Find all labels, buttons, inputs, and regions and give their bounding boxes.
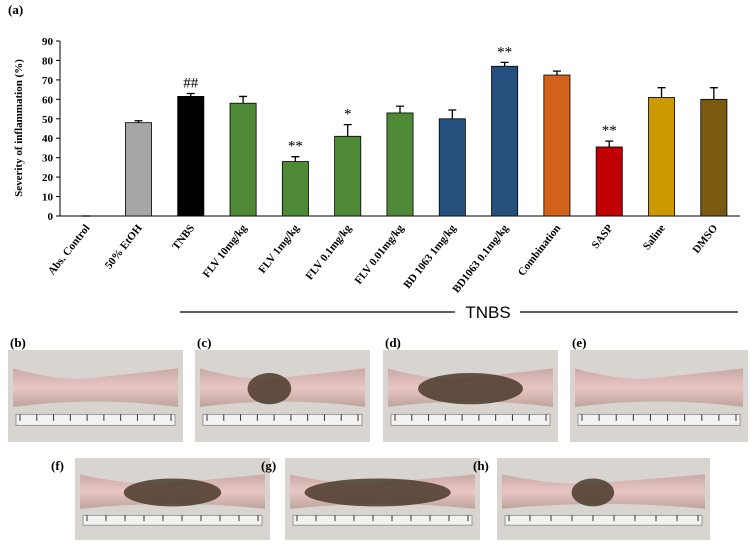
error-bar bbox=[605, 140, 614, 147]
y-axis-label: Severity of inflammation (%) bbox=[13, 59, 25, 197]
ruler bbox=[292, 514, 473, 526]
x-tick-label: TNBS bbox=[170, 222, 197, 252]
y-tick-label: 90 bbox=[42, 36, 54, 48]
error-bar bbox=[239, 95, 248, 104]
bar bbox=[595, 146, 623, 217]
lesion bbox=[571, 478, 615, 507]
panel-label: (h) bbox=[473, 458, 489, 473]
bar bbox=[386, 112, 414, 217]
lesion bbox=[418, 373, 523, 405]
significance-label: ** bbox=[288, 139, 303, 155]
lesion bbox=[304, 478, 451, 507]
panel-label: (a) bbox=[8, 2, 23, 17]
y-tick-label: 20 bbox=[42, 172, 54, 184]
y-tick-label: 50 bbox=[42, 114, 54, 126]
x-tick-label: FLV 0.1mg/kg bbox=[304, 222, 355, 282]
panel-label: (c) bbox=[197, 335, 211, 350]
tissue bbox=[575, 368, 743, 408]
x-tick-label: Saline bbox=[641, 222, 668, 252]
x-tick-label: FLV 1mg/kg bbox=[256, 222, 302, 276]
ruler bbox=[390, 413, 551, 426]
x-tick-label: BD 1063 1mg/kg bbox=[401, 222, 459, 291]
error-bar bbox=[657, 87, 666, 98]
x-tick-label: FLV 0.01mg/kg bbox=[352, 222, 406, 287]
y-tick-label: 30 bbox=[42, 153, 54, 165]
photos bbox=[8, 350, 748, 540]
panel-label: (b) bbox=[10, 335, 26, 350]
bar bbox=[281, 161, 309, 217]
x-tick-label: SASP bbox=[590, 222, 616, 251]
bar bbox=[491, 65, 519, 217]
bar bbox=[124, 122, 152, 217]
panel-label: (d) bbox=[385, 335, 401, 350]
error-bar bbox=[500, 61, 509, 67]
error-bar bbox=[291, 156, 300, 162]
significance-label: ** bbox=[497, 44, 512, 60]
significance-label: ** bbox=[602, 123, 617, 139]
bar bbox=[700, 98, 728, 217]
error-bar bbox=[709, 87, 718, 100]
bar bbox=[438, 118, 466, 217]
y-tick-label: 10 bbox=[42, 192, 54, 204]
tissue bbox=[13, 368, 178, 408]
bar bbox=[334, 135, 362, 217]
x-tick-label: 50% EtOH bbox=[103, 222, 145, 271]
bar bbox=[543, 74, 571, 217]
error-bar bbox=[186, 92, 195, 97]
lesion bbox=[123, 478, 222, 507]
ruler bbox=[82, 514, 263, 526]
y-tick-label: 0 bbox=[48, 211, 54, 223]
y-tick-label: 60 bbox=[42, 94, 54, 106]
significance-label: * bbox=[344, 107, 352, 123]
ruler bbox=[15, 413, 176, 426]
ruler bbox=[202, 413, 363, 426]
significance-label: ## bbox=[183, 76, 199, 92]
error-bar bbox=[134, 120, 143, 123]
error-bar bbox=[552, 70, 561, 76]
bar bbox=[177, 96, 205, 217]
panel-label: (g) bbox=[261, 458, 276, 473]
bar bbox=[229, 102, 257, 217]
error-bar bbox=[448, 109, 457, 119]
x-tick-label: Abs. Control bbox=[46, 222, 93, 277]
y-tick-label: 40 bbox=[42, 133, 54, 145]
group-label: TNBS bbox=[465, 303, 510, 322]
x-tick-label: Combination bbox=[516, 222, 563, 278]
lesion bbox=[247, 373, 292, 405]
bar bbox=[648, 96, 676, 217]
y-tick-label: 70 bbox=[42, 75, 54, 87]
panel-label: (f) bbox=[51, 458, 64, 473]
x-tick-label: DMSO bbox=[690, 222, 720, 256]
x-tick-label: BD1063 0.1mg/kg bbox=[450, 222, 511, 295]
x-tick-label: FLV 10mg/kg bbox=[201, 222, 250, 280]
ruler bbox=[577, 413, 741, 426]
ruler bbox=[504, 514, 703, 526]
panel-label: (e) bbox=[572, 335, 586, 350]
error-bar bbox=[396, 105, 404, 113]
error-bar bbox=[343, 123, 352, 137]
y-tick-label: 80 bbox=[42, 55, 54, 67]
